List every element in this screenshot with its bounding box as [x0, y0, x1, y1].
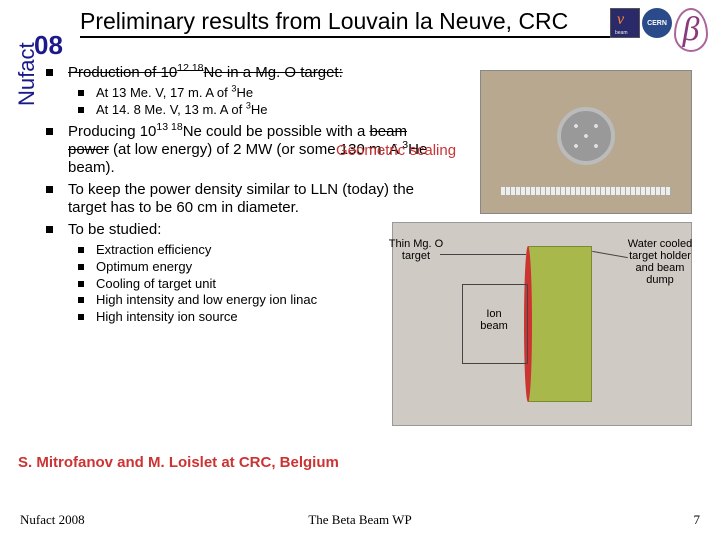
footer-right: 7 [694, 512, 701, 528]
target-diagram: Thin Mg. O target Water cooled target ho… [392, 222, 692, 434]
slide-title: Preliminary results from Louvain la Neuv… [80, 8, 610, 34]
credit-line: S. Mitrofanov and M. Loislet at CRC, Bel… [18, 454, 339, 471]
callout-line-thinmgo [440, 254, 526, 255]
geometric-scaling-label: Geometric scaling [336, 142, 456, 159]
callout-thin-mgo: Thin Mg. O target [386, 238, 446, 262]
target-green-shape [528, 246, 592, 402]
top-icons: ν beam CERN β [610, 8, 708, 52]
ruler-icon [501, 187, 671, 195]
b1-post: Ne in a Mg. O target: [204, 64, 343, 81]
beta-glyph: β [683, 11, 700, 49]
slide: Nufact 08 Preliminary results from Louva… [0, 0, 720, 540]
callout-ionbeam: Ion beam [472, 308, 516, 332]
b4-label: To be studied: [68, 221, 161, 238]
b1-sup: 12 18 [177, 62, 203, 74]
footer: Nufact 2008 The Beta Beam WP 7 [20, 512, 700, 528]
nu-beam-icon: ν beam [610, 8, 640, 38]
nufact-year: 08 [34, 30, 63, 61]
title-underline [80, 36, 610, 38]
footer-left: Nufact 2008 [20, 512, 85, 528]
beam-label: beam [615, 30, 628, 36]
target-disc-photo [557, 107, 615, 165]
cern-icon: CERN [642, 8, 672, 38]
beta-logo-icon: β [674, 8, 708, 52]
bullet-3: To keep the power density similar to LLN… [46, 181, 436, 217]
callout-water: Water cooled target holder and beam dump [622, 238, 698, 286]
target-photo [480, 70, 692, 214]
footer-center: The Beta Beam WP [308, 512, 411, 528]
title-block: Preliminary results from Louvain la Neuv… [80, 8, 610, 38]
nu-glyph: ν [617, 11, 624, 29]
b1-pre: Production of 10 [68, 64, 177, 81]
